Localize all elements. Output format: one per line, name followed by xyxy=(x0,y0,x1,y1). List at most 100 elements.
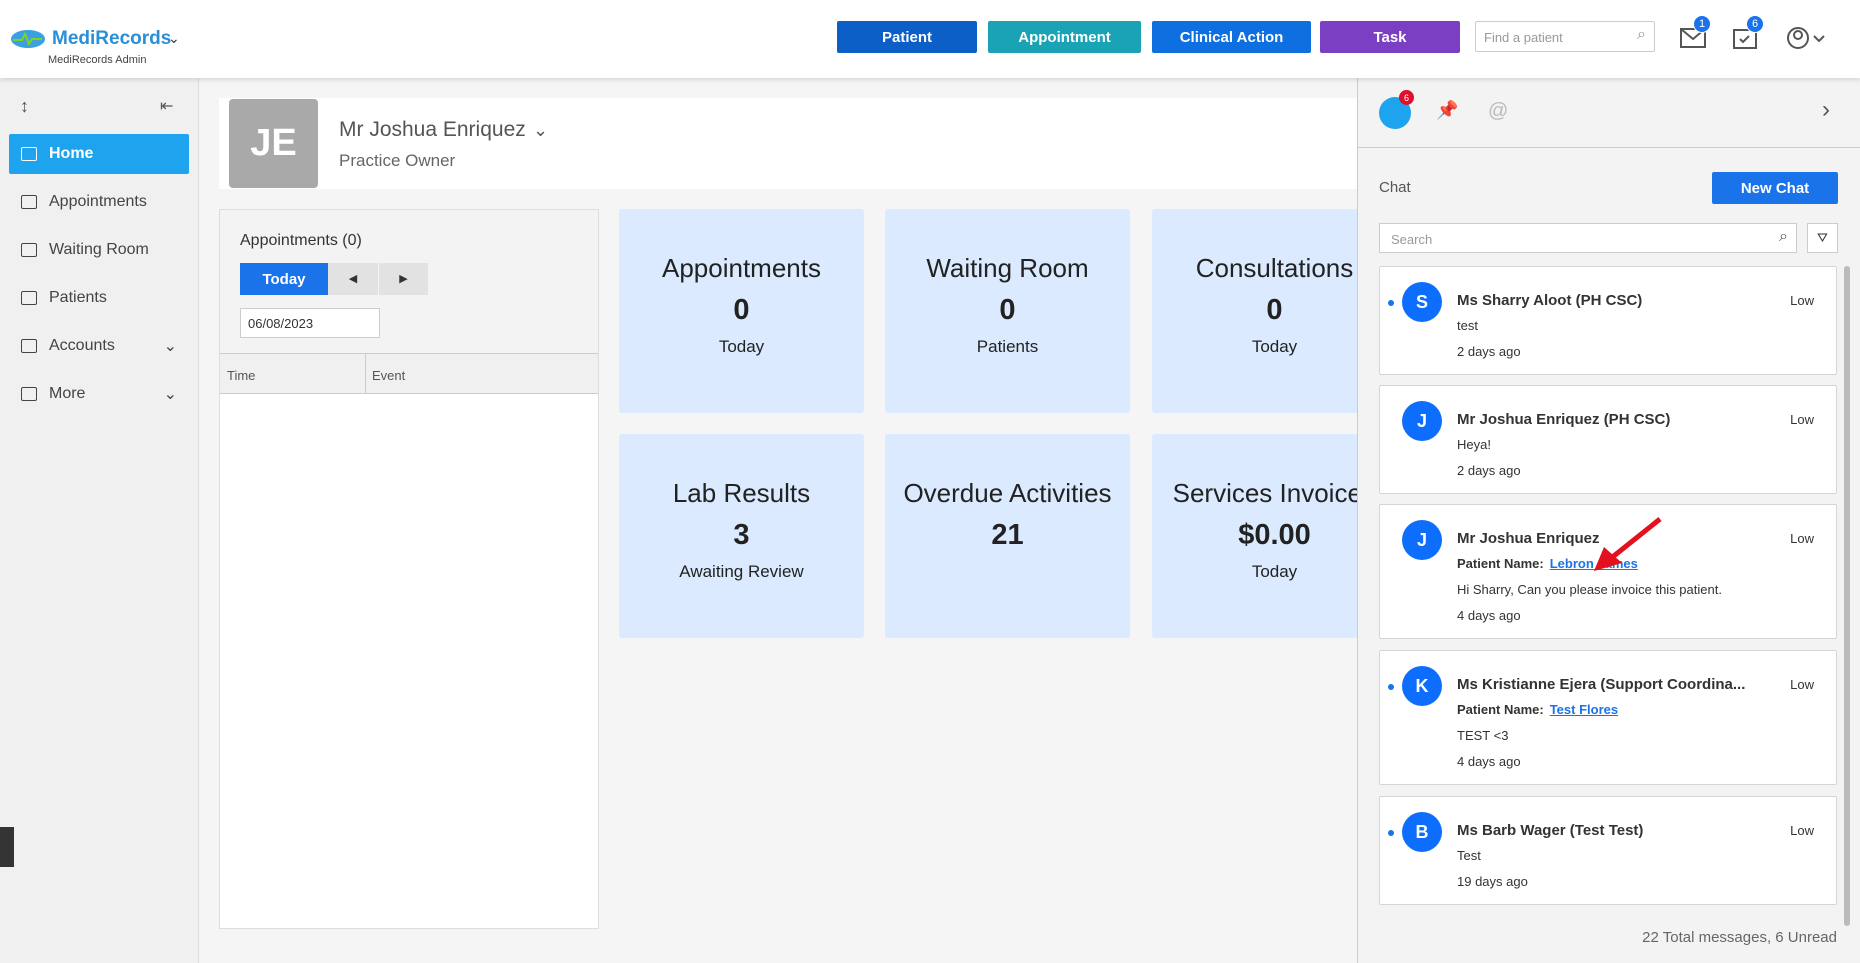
patient-label: Patient Name: xyxy=(1457,556,1544,571)
stat-tile[interactable]: Consultations 0 Today xyxy=(1152,209,1397,413)
brand-subtitle: MediRecords Admin xyxy=(48,54,147,66)
column-header: Event xyxy=(372,368,406,383)
chat-time: 2 days ago xyxy=(1457,463,1521,478)
tile-subtitle: Today xyxy=(718,337,765,356)
date-input[interactable]: 06/08/2023 xyxy=(240,308,380,338)
prev-button[interactable]: ◀ xyxy=(328,263,378,295)
patient-row: Patient Name: Test Flores xyxy=(1457,702,1618,717)
tile-value: 3 xyxy=(733,519,750,551)
tile-title: Consultations xyxy=(1195,253,1354,283)
chat-search[interactable]: Search ⌕ xyxy=(1379,223,1797,253)
collapse-icon[interactable]: ⇤ xyxy=(160,98,174,115)
stat-tile[interactable]: Lab Results 3 Awaiting Review xyxy=(619,434,864,638)
stat-tile[interactable]: Waiting Room 0 Patients xyxy=(885,209,1130,413)
chat-card[interactable]: K Ms Kristianne Ejera (Support Coordina..… xyxy=(1379,650,1837,785)
chat-avatar: J xyxy=(1402,520,1442,560)
nav-item[interactable]: More ⌄ xyxy=(9,374,189,414)
tile-subtitle: Patients xyxy=(976,337,1039,356)
chat-time: 19 days ago xyxy=(1457,874,1528,889)
today-button[interactable]: Today xyxy=(240,263,328,295)
stat-tile[interactable]: Overdue Activities 21 xyxy=(885,434,1130,638)
unread-dot xyxy=(1388,830,1394,836)
brand-menu[interactable]: ⌄ xyxy=(168,30,180,46)
tile-value: 21 xyxy=(991,519,1024,551)
unread-dot xyxy=(1388,684,1394,690)
mail-badge: 1 xyxy=(1693,15,1711,33)
label: Patient xyxy=(881,28,932,46)
chat-message: test xyxy=(1457,318,1478,333)
annotation-arrow xyxy=(1594,517,1662,571)
chat-card[interactable]: B Ms Barb Wager (Test Test) Low Test 19 days… xyxy=(1379,796,1837,905)
chat-card[interactable]: J Mr Joshua Enriquez Low Patient Name: Lebro… xyxy=(1379,504,1837,639)
label: Appointment xyxy=(1018,28,1111,46)
label: Home xyxy=(49,145,94,162)
new-chat-button[interactable]: New Chat xyxy=(1712,172,1838,204)
appointment-button[interactable]: Appointment xyxy=(988,21,1141,53)
chat-avatar: K xyxy=(1402,666,1442,706)
expand-icon[interactable]: ↕ xyxy=(20,96,29,116)
stat-tile[interactable]: Services Invoiced $0.00 Today xyxy=(1152,434,1397,638)
chat-time: 4 days ago xyxy=(1457,608,1521,623)
nav-item[interactable]: Accounts ⌄ xyxy=(9,326,189,366)
tile-title: Waiting Room xyxy=(926,253,1089,283)
nav-item[interactable]: Home xyxy=(9,134,189,174)
panel-title: Appointments (0) xyxy=(240,232,362,249)
clinical-action-button[interactable]: Clinical Action xyxy=(1152,21,1311,53)
chat-avatar: B xyxy=(1402,812,1442,852)
find-patient-input[interactable]: Find a patient ⌕ xyxy=(1475,21,1655,52)
chat-sender: Mr Joshua Enriquez xyxy=(1457,530,1600,547)
chat-priority: Low xyxy=(1790,531,1814,546)
patient-label: Patient Name: xyxy=(1457,702,1544,717)
tasks-icon[interactable] xyxy=(1733,27,1757,49)
pin-tab[interactable]: 📌 xyxy=(1436,100,1459,120)
date: 06/08/2023 xyxy=(248,316,314,331)
placeholder: Find a patient xyxy=(1484,30,1563,45)
chat-title: Chat xyxy=(1379,179,1411,196)
profile-menu[interactable]: ⌄ xyxy=(533,120,549,140)
chat-message: TEST <3 xyxy=(1457,728,1509,743)
tasks-badge: 6 xyxy=(1746,15,1764,33)
nav-item[interactable]: Patients xyxy=(9,278,189,318)
tile-subtitle: Today xyxy=(1251,562,1298,581)
mention-tab[interactable]: @ xyxy=(1488,100,1509,122)
close-panel[interactable]: › xyxy=(1822,96,1830,123)
label: Appointments xyxy=(49,193,147,210)
top-bar: MediRecords ⌄ MediRecords Admin Patient … xyxy=(0,0,1860,78)
chat-priority: Low xyxy=(1790,677,1814,692)
next-button[interactable]: ▶ xyxy=(379,263,428,295)
placeholder: Search xyxy=(1391,232,1433,247)
patient-button[interactable]: Patient xyxy=(837,21,977,53)
appointments-panel: Appointments (0) Today ◀ ▶ 06/08/2023 Ti… xyxy=(219,209,599,929)
tile-value: 0 xyxy=(1266,294,1283,326)
chat-card[interactable]: J Mr Joshua Enriquez (PH CSC) Low Heya! 2 da… xyxy=(1379,385,1837,494)
chat-card[interactable]: S Ms Sharry Aloot (PH CSC) Low test 2 days a… xyxy=(1379,266,1837,375)
column-header: Time xyxy=(227,368,256,383)
logo xyxy=(11,30,45,48)
label: Patients xyxy=(49,289,107,306)
chat-message: Hi Sharry, Can you please invoice this p… xyxy=(1457,582,1722,597)
label: More xyxy=(49,385,86,402)
filter-button[interactable]: ⛛ xyxy=(1807,223,1838,253)
nav-item[interactable]: Appointments xyxy=(9,182,189,222)
profile-role: Practice Owner xyxy=(339,151,456,170)
side-tab[interactable] xyxy=(0,827,14,867)
label: Task xyxy=(1373,28,1407,46)
tile-title: Appointments xyxy=(662,253,821,283)
scrollbar xyxy=(1844,266,1850,926)
tile-value: 0 xyxy=(733,294,750,326)
task-button[interactable]: Task xyxy=(1320,21,1460,53)
profile-name[interactable]: Mr Joshua Enriquez xyxy=(339,118,526,141)
patient-link[interactable]: Test Flores xyxy=(1549,702,1619,717)
tile-value: $0.00 xyxy=(1238,519,1311,551)
user-menu[interactable] xyxy=(1786,26,1826,50)
chat-message: Heya! xyxy=(1457,437,1491,452)
tile-title: Overdue Activities xyxy=(903,478,1112,508)
chat-message: Test xyxy=(1457,848,1481,863)
label: Waiting Room xyxy=(49,241,149,258)
chat-badge: 6 xyxy=(1399,90,1414,105)
label: Clinical Action xyxy=(1179,28,1284,46)
nav-item[interactable]: Waiting Room xyxy=(9,230,189,270)
brand: MediRecords xyxy=(52,28,172,49)
stat-tile[interactable]: Appointments 0 Today xyxy=(619,209,864,413)
